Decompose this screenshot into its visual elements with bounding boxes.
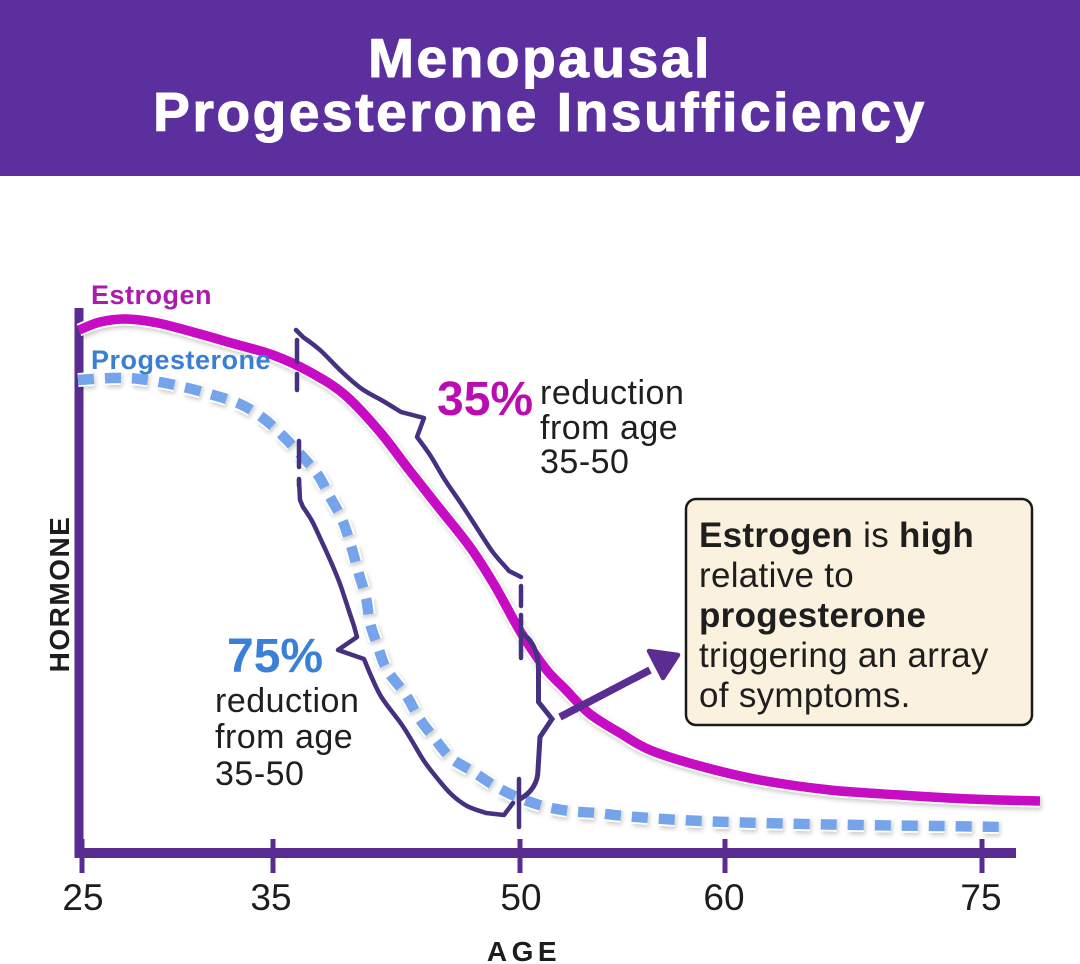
svg-text:Progesterone: Progesterone (91, 345, 271, 375)
svg-text:75: 75 (960, 877, 1001, 918)
svg-text:AGE: AGE (487, 936, 561, 964)
svg-text:35: 35 (250, 877, 291, 918)
svg-text:35-50: 35-50 (215, 755, 304, 793)
svg-text:relative to: relative to (699, 556, 854, 595)
svg-text:Estrogen: Estrogen (91, 280, 212, 310)
svg-text:reduction: reduction (215, 682, 359, 720)
svg-text:from age: from age (540, 409, 678, 447)
svg-text:from age: from age (215, 718, 353, 756)
svg-text:50: 50 (500, 877, 541, 918)
svg-text:35-50: 35-50 (540, 443, 629, 481)
svg-text:75%: 75% (227, 630, 323, 683)
svg-text:of symptoms.: of symptoms. (699, 676, 911, 715)
svg-text:25: 25 (62, 877, 103, 918)
svg-text:60: 60 (703, 877, 744, 918)
svg-text:35%: 35% (437, 373, 533, 426)
svg-text:HORMONE: HORMONE (44, 516, 75, 673)
svg-text:triggering an array: triggering an array (699, 636, 989, 675)
svg-text:reduction: reduction (540, 374, 684, 412)
svg-text:progesterone: progesterone (699, 596, 926, 635)
svg-text:Estrogen is high: Estrogen is high (699, 516, 974, 555)
